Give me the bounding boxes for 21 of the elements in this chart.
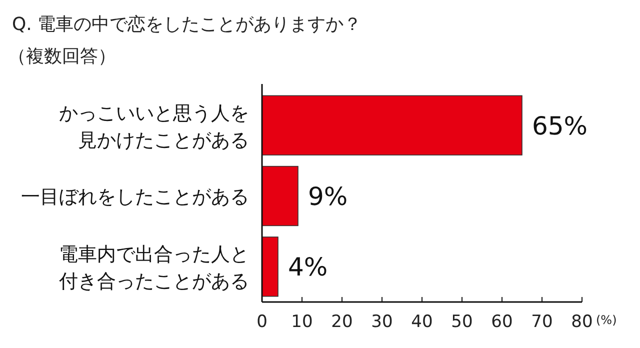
data-label: 65% — [532, 111, 588, 140]
x-tick-label: 50 — [451, 312, 473, 332]
x-tick-label: 20 — [331, 312, 353, 332]
x-tick-label: 10 — [291, 312, 313, 332]
data-label: 4% — [288, 252, 328, 282]
x-axis-title: (%) — [596, 313, 617, 327]
chart-title: Q. 電車の中で恋をしたことがありますか？ — [12, 14, 362, 35]
x-tick-label: 40 — [411, 312, 433, 332]
x-tick-label: 80 — [571, 312, 593, 332]
y-tick-label: 電車内で出合った人と付き合ったことがある — [58, 244, 249, 293]
bar — [262, 236, 278, 297]
data-label: 9% — [308, 182, 348, 211]
x-tick-label: 30 — [371, 312, 393, 332]
bar — [262, 166, 298, 226]
x-tick-label: 0 — [256, 312, 268, 332]
bar — [262, 95, 522, 156]
y-tick-label: かっこいいと思う人を見かけたことがある — [59, 102, 249, 152]
x-tick-label: 70 — [531, 312, 553, 332]
text: （複数回答） — [8, 46, 116, 67]
y-tick-label: 一目ぼれをしたことがある — [21, 186, 249, 208]
x-tick-label: 60 — [491, 312, 513, 332]
